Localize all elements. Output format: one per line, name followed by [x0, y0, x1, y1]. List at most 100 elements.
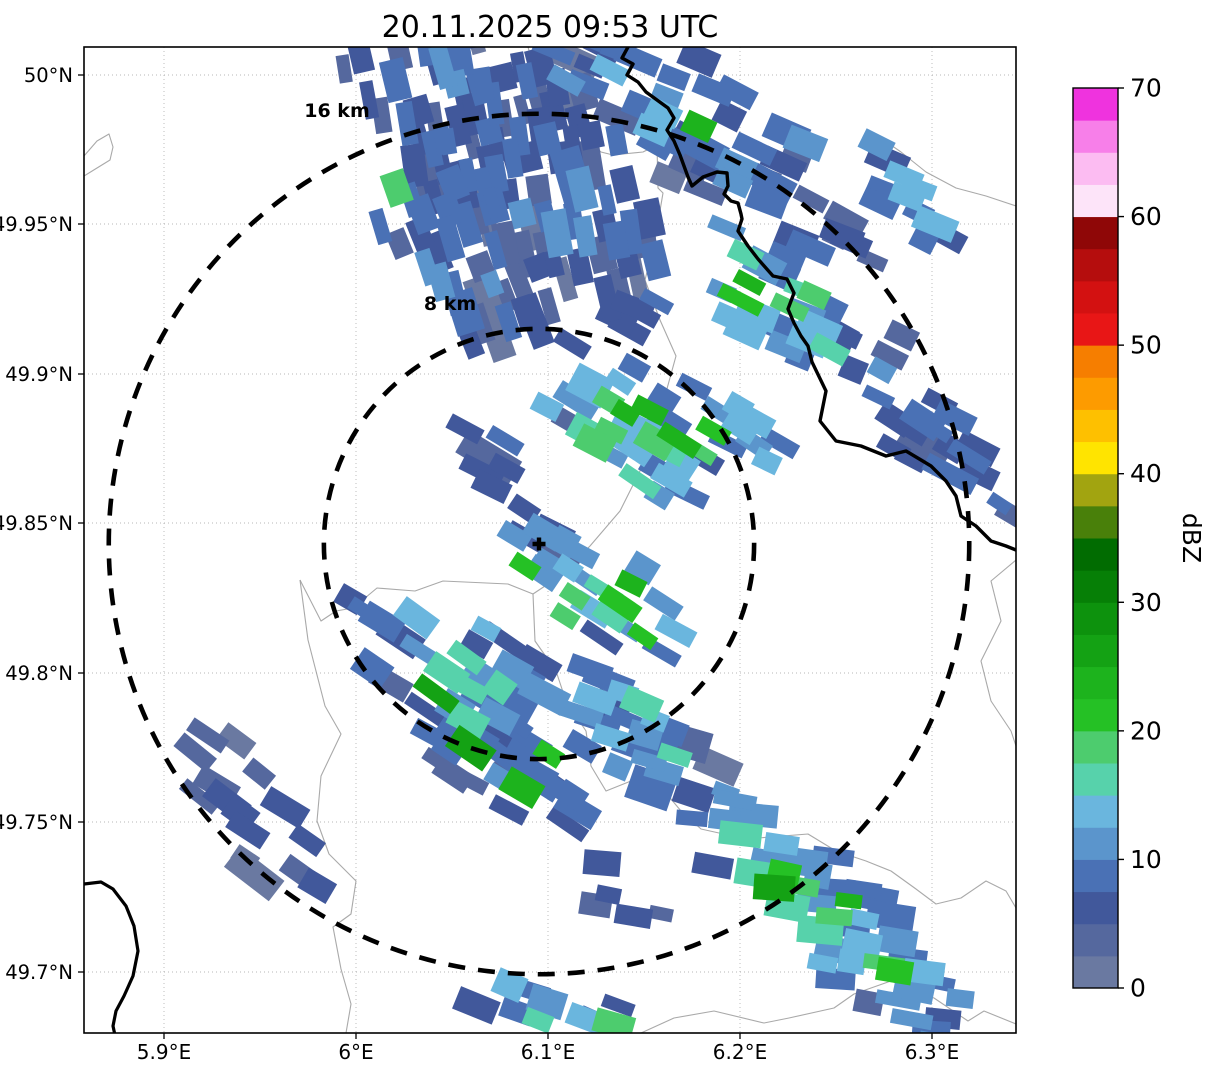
reflectivity-cell: [602, 752, 634, 782]
reflectivity-cell: [378, 57, 413, 104]
y-tick-label: 49.7°N: [5, 961, 73, 984]
reflectivity-cell: [487, 452, 526, 484]
reflectivity-cell: [489, 649, 535, 690]
reflectivity-cell: [650, 82, 684, 109]
reflectivity-cell: [405, 193, 441, 236]
reflectivity-cell: [445, 413, 485, 445]
reflectivity-cell: [573, 215, 598, 258]
boundary-line: [84, 133, 114, 177]
reflectivity-cell: [806, 952, 839, 974]
plot-frame: [83, 46, 1017, 1034]
reflectivity-cell: [648, 904, 674, 923]
reflectivity-cell: [422, 651, 471, 694]
reflectivity-cell: [610, 289, 656, 324]
colorbar-segment: [1073, 152, 1118, 185]
colorbar-segment: [1073, 955, 1118, 989]
reflectivity-cell: [593, 416, 629, 445]
boundary-line: [299, 579, 357, 1033]
reflectivity-cell: [874, 989, 922, 1011]
reflectivity-cell: [679, 109, 718, 144]
reflectivity-cell: [721, 391, 755, 423]
y-tick-label: 49.95°N: [0, 213, 73, 236]
plot-title: 20.11.2025 09:53 UTC: [382, 10, 719, 45]
reflectivity-cell: [717, 820, 764, 849]
reflectivity-cell: [875, 925, 919, 958]
reflectivity-cell: [589, 53, 631, 87]
reflectivity-cell: [242, 757, 277, 790]
reflectivity-cell: [785, 229, 836, 267]
reflectivity-cell: [617, 352, 652, 383]
reflectivity-cell: [691, 851, 735, 880]
reflectivity-cell: [444, 724, 497, 772]
colorbar-segment: [1073, 313, 1118, 346]
colorbar-axis-label: dBZ: [1177, 513, 1206, 563]
reflectivity-cell: [630, 748, 668, 773]
x-tick-label: 6.2°E: [713, 1040, 767, 1064]
colorbar-tick-label: 0: [1130, 974, 1146, 1003]
colorbar-tick-label: 50: [1130, 331, 1162, 360]
reflectivity-cell: [482, 186, 503, 220]
reflectivity-cell: [635, 132, 673, 162]
reflectivity-cell: [532, 121, 562, 157]
reflectivity-cell: [549, 602, 581, 631]
reflectivity-cell: [870, 339, 910, 371]
reflectivity-cell: [731, 131, 778, 166]
colorbar-segment: [1073, 891, 1118, 925]
reflectivity-cell: [554, 778, 590, 813]
colorbar-segment: [1073, 345, 1118, 378]
reflectivity-cell: [537, 287, 561, 326]
reflectivity-cell: [609, 165, 641, 204]
reflectivity-cell: [546, 64, 586, 97]
reflectivity-cell: [459, 629, 494, 660]
reflectivity-cell: [593, 274, 622, 324]
reflectivity-cell: [557, 535, 601, 570]
reflectivity-cell: [759, 426, 801, 460]
reflectivity-cell: [435, 164, 471, 204]
reflectivity-cell: [510, 293, 540, 329]
reflectivity-cell: [707, 214, 747, 242]
reflectivity-cell: [475, 697, 521, 736]
reflectivity-cell: [883, 319, 921, 352]
colorbar-segment: [1073, 634, 1118, 668]
reflectivity-cell: [602, 220, 631, 261]
reflectivity-cell: [444, 287, 486, 337]
reflectivity-cell: [470, 615, 502, 643]
colorbar-segment: [1073, 859, 1118, 893]
reflectivity-cell: [359, 80, 380, 120]
reflectivity-cell: [173, 732, 217, 773]
reflectivity-cell: [349, 647, 395, 690]
reflectivity-cell: [613, 903, 654, 930]
reflectivity-cell: [605, 123, 629, 157]
reflectivity-cell: [597, 584, 643, 624]
reflectivity-cell: [357, 600, 406, 643]
reflectivity-cell: [508, 551, 542, 582]
colorbar-segment: [1073, 248, 1118, 282]
reflectivity-cell: [498, 766, 546, 810]
reflectivity-cell: [622, 436, 656, 468]
reflectivity-cell: [604, 367, 637, 396]
reflectivity-cell: [676, 47, 722, 78]
range-ring-8km: [321, 326, 757, 762]
reflectivity-cell: [897, 419, 929, 447]
colorbar-segment: [1073, 120, 1118, 153]
reflectivity-cell: [552, 327, 592, 361]
reflectivity-cell: [609, 398, 642, 427]
reflectivity-cell: [432, 122, 453, 156]
reflectivity-cell: [643, 586, 684, 621]
reflectivity-cell: [515, 62, 539, 100]
reflectivity-cell: [646, 382, 682, 415]
reflectivity-cell: [579, 619, 624, 656]
colorbar-segment: [1073, 441, 1118, 475]
reflectivity-cell: [516, 644, 563, 683]
x-tick-label: 6.3°E: [905, 1040, 959, 1064]
reflectivity-cell: [529, 391, 565, 422]
reflectivity-cell: [874, 956, 915, 986]
reflectivity-cell: [712, 789, 758, 811]
reflectivity-cell: [656, 742, 693, 768]
colorbar-segment: [1073, 473, 1118, 507]
reflectivity-cell: [632, 421, 678, 462]
reflectivity-cell: [428, 47, 458, 91]
reflectivity-cell: [744, 181, 791, 220]
reflectivity-cell: [841, 928, 884, 958]
